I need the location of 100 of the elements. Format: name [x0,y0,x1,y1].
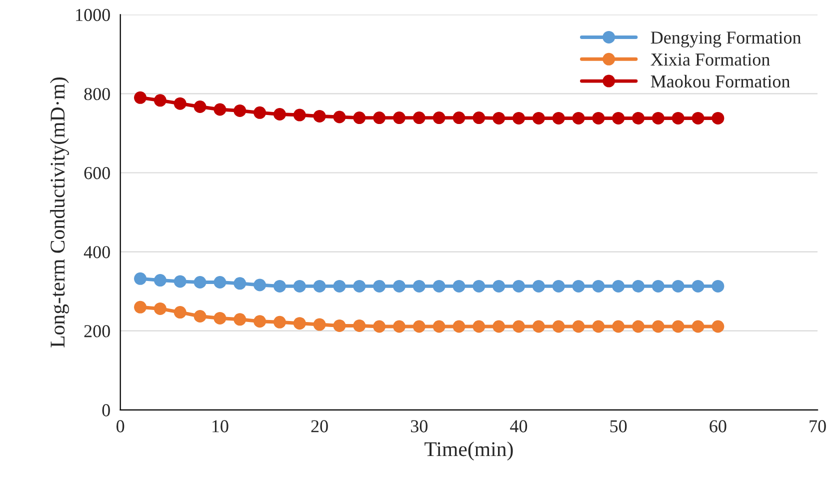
point [552,320,565,333]
point [273,316,286,328]
point [472,320,486,333]
point [672,280,684,292]
x-tick-label: 70 [810,420,826,432]
point [512,320,525,333]
point [712,320,724,333]
x-tick-label: 40 [510,420,528,432]
legend-label: Maokou Formation [650,74,790,88]
point [154,274,166,287]
point [333,280,346,292]
point [353,112,366,124]
point [412,280,426,292]
legend-label: Xixia Formation [650,54,770,66]
point [652,112,664,124]
legend-label: Dengying Formation [650,32,802,48]
point [612,280,625,292]
point [353,280,366,292]
y-tick-label: 1000 [76,8,110,22]
point [373,280,386,292]
point [592,320,605,333]
point [174,275,186,288]
point [632,112,645,124]
point [692,320,704,333]
point [313,280,326,292]
point [452,280,466,292]
point [552,280,565,292]
point [333,319,346,332]
point [532,280,545,292]
point [293,280,306,292]
point [373,320,386,333]
point [194,276,206,288]
point [612,112,625,124]
point [214,103,226,116]
point [254,278,266,292]
point [452,112,466,124]
point [214,312,226,324]
point [254,106,266,119]
point [472,112,486,124]
point [174,97,186,110]
point [572,112,585,124]
x-axis-title: Time(min) [424,442,513,460]
point [612,320,625,333]
point [412,112,426,124]
point [712,112,724,124]
point [214,276,226,288]
point [412,320,426,333]
point [672,320,684,333]
point [194,100,206,113]
x-tick-label: 0 [116,420,124,432]
point [273,108,286,120]
point [692,112,704,124]
point [154,94,166,107]
point [472,280,486,292]
y-tick-label: 600 [84,167,110,180]
point [552,112,565,124]
point [492,320,506,333]
point [154,302,166,315]
point [392,320,406,333]
point [532,320,545,333]
point [592,112,605,124]
point [432,320,446,333]
point [492,280,506,292]
point [134,300,147,314]
point [512,280,525,292]
point [373,112,386,124]
point [293,317,306,330]
point [313,318,326,331]
y-axis-title: Long-term Conductivity(mD·m) [50,78,69,348]
point [234,313,246,326]
point [572,320,585,333]
point [392,280,406,292]
point [652,280,664,292]
point [492,112,506,124]
point [572,280,585,292]
point [592,280,605,292]
point [432,112,446,124]
point [333,110,346,124]
point [293,108,306,122]
point [632,280,645,292]
point [234,104,246,117]
point [452,320,466,333]
point [652,320,664,333]
point [432,280,446,292]
x-tick-label: 20 [311,420,328,432]
point [254,315,266,328]
y-tick-label: 0 [102,404,110,416]
point [134,272,147,285]
point [134,91,147,104]
point [234,277,246,290]
point [273,280,286,292]
point [532,112,545,124]
point [174,306,186,319]
x-tick-label: 50 [610,420,627,432]
point [392,112,406,124]
point [712,280,724,292]
x-tick-label: 30 [410,420,428,432]
point [632,320,645,333]
x-tick-label: 60 [710,420,726,432]
y-tick-label: 200 [84,325,110,338]
